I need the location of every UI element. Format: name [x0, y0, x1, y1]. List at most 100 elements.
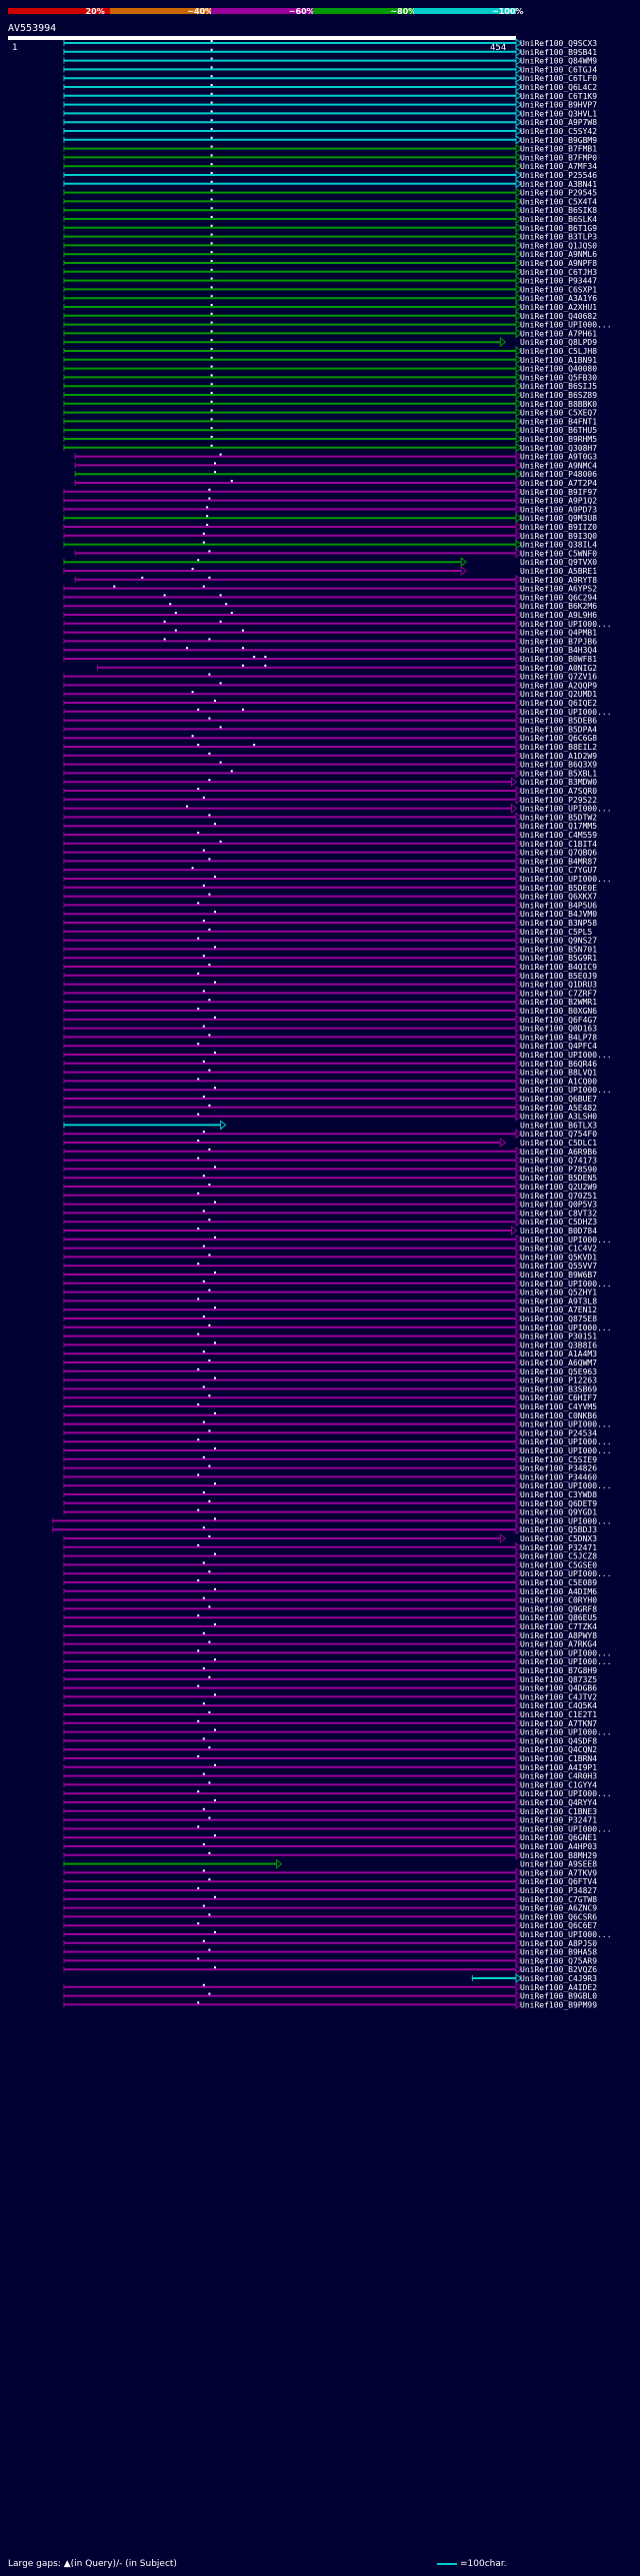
hit-row[interactable]: UniRef100_B0XGN6	[63, 1005, 597, 1017]
hit-row[interactable]: UniRef100_C1BNE3	[63, 1805, 597, 1816]
hit-row[interactable]: UniRef100_C1GYY4	[63, 1779, 597, 1790]
hit-row[interactable]: UniRef100_C7TZK4	[63, 1620, 597, 1632]
hit-label[interactable]: UniRef100_P93447	[520, 277, 597, 286]
hit-row[interactable]: UniRef100_Q7QBQ6	[63, 847, 597, 858]
hit-label[interactable]: UniRef100_Q3B8I6	[520, 1340, 597, 1349]
hit-row[interactable]: UniRef100_Q875E8	[63, 1312, 597, 1324]
hit-label[interactable]: UniRef100_C5E089	[520, 1578, 597, 1587]
hit-row[interactable]: UniRef100_Q75AR9	[63, 1955, 597, 1966]
hit-row[interactable]: UniRef100_B8EIL2	[63, 741, 597, 753]
hit-row[interactable]: UniRef100_A0NIG2	[97, 662, 598, 673]
hit-row[interactable]: UniRef100_C8VT32	[63, 1208, 597, 1219]
hit-row[interactable]: UniRef100_A9NML6	[63, 249, 597, 260]
hit-row[interactable]: UniRef100_A7TKV9	[63, 1867, 597, 1878]
hit-label[interactable]: UniRef100_A6ZNC9	[520, 1904, 597, 1913]
hit-row[interactable]: UniRef100_B9HVP7	[63, 99, 597, 110]
hit-row[interactable]: UniRef100_C6TJH3	[63, 266, 597, 277]
hit-row[interactable]: UniRef100_UPI000...	[63, 1436, 612, 1447]
hit-row[interactable]: UniRef100_Q4RYY4	[63, 1796, 597, 1808]
hit-label[interactable]: UniRef100_Q6L4C2	[520, 83, 597, 92]
hit-label[interactable]: UniRef100_B7FMB1	[520, 145, 597, 154]
hit-label[interactable]: UniRef100_B0D784	[520, 1227, 597, 1236]
hit-row[interactable]: UniRef100_B4H3Q4	[63, 645, 597, 656]
hit-row[interactable]: UniRef100_Q40682	[63, 310, 597, 321]
hit-row[interactable]: UniRef100_Q2UMD1	[63, 689, 597, 700]
hit-row[interactable]: UniRef100_B4JVM0	[63, 909, 597, 920]
hit-row[interactable]: UniRef100_UPI000...	[63, 1823, 612, 1834]
hit-label[interactable]: UniRef100_Q0P5V3	[520, 1201, 597, 1210]
hit-row[interactable]: UniRef100_B6SLK4	[63, 213, 597, 225]
hit-row[interactable]: UniRef100_A7PH61	[63, 328, 597, 339]
hit-label[interactable]: UniRef100_Q5KVD1	[520, 1253, 597, 1262]
hit-row[interactable]: UniRef100_C7GTW8	[63, 1893, 597, 1904]
hit-label[interactable]: UniRef100_B8EIL2	[520, 743, 597, 752]
hit-row[interactable]: UniRef100_A1D2W9	[63, 750, 597, 761]
hit-row[interactable]: UniRef100_B9RHM5	[63, 433, 597, 445]
hit-row[interactable]: UniRef100_C1C4V2	[63, 1243, 597, 1254]
hit-row[interactable]: UniRef100_A9P1Q2	[63, 495, 597, 506]
hit-row[interactable]: UniRef100_A1BN91	[63, 354, 597, 365]
hit-row[interactable]: UniRef100_C5DNX3	[63, 1532, 597, 1544]
hit-row[interactable]: UniRef100_P25546	[63, 169, 597, 181]
hit-label[interactable]: UniRef100_P29545	[520, 189, 597, 198]
hit-label[interactable]: UniRef100_A9NMC4	[520, 461, 597, 470]
hit-row[interactable]: UniRef100_B9W6B7	[63, 1269, 597, 1281]
hit-row[interactable]: UniRef100_A9L9H6	[63, 609, 597, 621]
hit-row[interactable]: UniRef100_B8LVQ1	[63, 1067, 597, 1078]
hit-row[interactable]: UniRef100_B5DEN5	[63, 1173, 597, 1184]
hit-row[interactable]: UniRef100_UPI000...	[63, 1049, 612, 1061]
hit-label[interactable]: UniRef100_B3MDW0	[520, 778, 597, 787]
hit-label[interactable]: UniRef100_Q6F4G7	[520, 1016, 597, 1025]
hit-label[interactable]: UniRef100_Q4PMB1	[520, 629, 597, 638]
hit-row[interactable]: UniRef100_A8PJS0	[63, 1937, 597, 1948]
hit-label[interactable]: UniRef100_C6SXP1	[520, 285, 597, 294]
hit-row[interactable]: UniRef100_C4JTV2	[63, 1691, 597, 1702]
hit-row[interactable]: UniRef100_A5E482	[63, 1102, 597, 1113]
hit-label[interactable]: UniRef100_B2WMR1	[520, 998, 597, 1007]
hit-label[interactable]: UniRef100_A6QWM7	[520, 1358, 597, 1367]
hit-label[interactable]: UniRef100_UPI000...	[520, 1569, 612, 1578]
hit-label[interactable]: UniRef100_B6THU5	[520, 426, 597, 435]
hit-row[interactable]: UniRef100_P32471	[63, 1814, 597, 1825]
hit-row[interactable]: UniRef100_B5DTW2	[63, 812, 597, 823]
hit-label[interactable]: UniRef100_B2VQZ6	[520, 1965, 597, 1974]
hit-label[interactable]: UniRef100_B0WF81	[520, 655, 597, 664]
hit-row[interactable]: UniRef100_Q1DRU3	[63, 979, 597, 990]
hit-row[interactable]: UniRef100_Q6DET9	[63, 1497, 597, 1508]
hit-label[interactable]: UniRef100_P34826	[520, 1464, 597, 1473]
hit-label[interactable]: UniRef100_C5WNF0	[520, 549, 597, 558]
hit-row[interactable]: UniRef100_B6K2M6	[63, 601, 597, 612]
hit-label[interactable]: UniRef100_P48006	[520, 470, 597, 479]
hit-row[interactable]: UniRef100_Q8LPD9	[63, 337, 597, 348]
hit-label[interactable]: UniRef100_A1A4M3	[520, 1349, 597, 1358]
hit-row[interactable]: UniRef100_B3TLP3	[63, 231, 597, 242]
hit-label[interactable]: UniRef100_B7FMP0	[520, 153, 597, 162]
hit-row[interactable]: UniRef100_Q4SDF8	[63, 1735, 597, 1746]
hit-label[interactable]: UniRef100_UPI000...	[520, 1437, 612, 1446]
hit-label[interactable]: UniRef100_Q6IQE2	[520, 699, 597, 708]
hit-label[interactable]: UniRef100_Q86EU5	[520, 1613, 597, 1622]
hit-row[interactable]: UniRef100_A7RKG4	[63, 1638, 597, 1649]
hit-row[interactable]: UniRef100_Q754F0	[63, 1129, 597, 1140]
hit-row[interactable]: UniRef100_P29522	[63, 794, 597, 805]
hit-label[interactable]: UniRef100_C7ZRF7	[520, 989, 597, 998]
hit-row[interactable]: UniRef100_Q4PMB1	[63, 627, 597, 638]
hit-label[interactable]: UniRef100_C4M559	[520, 831, 597, 840]
hit-row[interactable]: UniRef100_B9IF97	[63, 486, 597, 497]
hit-row[interactable]: UniRef100_Q873Z5	[63, 1673, 597, 1684]
hit-row[interactable]: UniRef100_B3NP58	[63, 917, 597, 929]
hit-row[interactable]: UniRef100_B6SZ89	[63, 389, 597, 401]
hit-label[interactable]: UniRef100_Q6C294	[520, 593, 597, 602]
hit-row[interactable]: UniRef100_Q5ZHY1	[63, 1287, 597, 1297]
hit-row[interactable]: UniRef100_A7T2P4	[74, 477, 597, 489]
hit-row[interactable]: UniRef100_Q0D163	[63, 1023, 597, 1034]
hit-label[interactable]: UniRef100_A7TKV9	[520, 1868, 597, 1877]
hit-label[interactable]: UniRef100_B6SZ89	[520, 391, 597, 400]
hit-row[interactable]: UniRef100_A9SEE8	[63, 1858, 597, 1869]
hit-row[interactable]: UniRef100_C7ZRF7	[63, 988, 597, 999]
hit-label[interactable]: UniRef100_UPI000...	[520, 1728, 612, 1737]
hit-label[interactable]: UniRef100_C1GYY4	[520, 1780, 597, 1789]
hit-label[interactable]: UniRef100_Q4PFC4	[520, 1042, 597, 1051]
hit-row[interactable]: UniRef100_A4I9P1	[63, 1761, 597, 1772]
hit-row[interactable]: UniRef100_UPI000...	[63, 1928, 612, 1940]
